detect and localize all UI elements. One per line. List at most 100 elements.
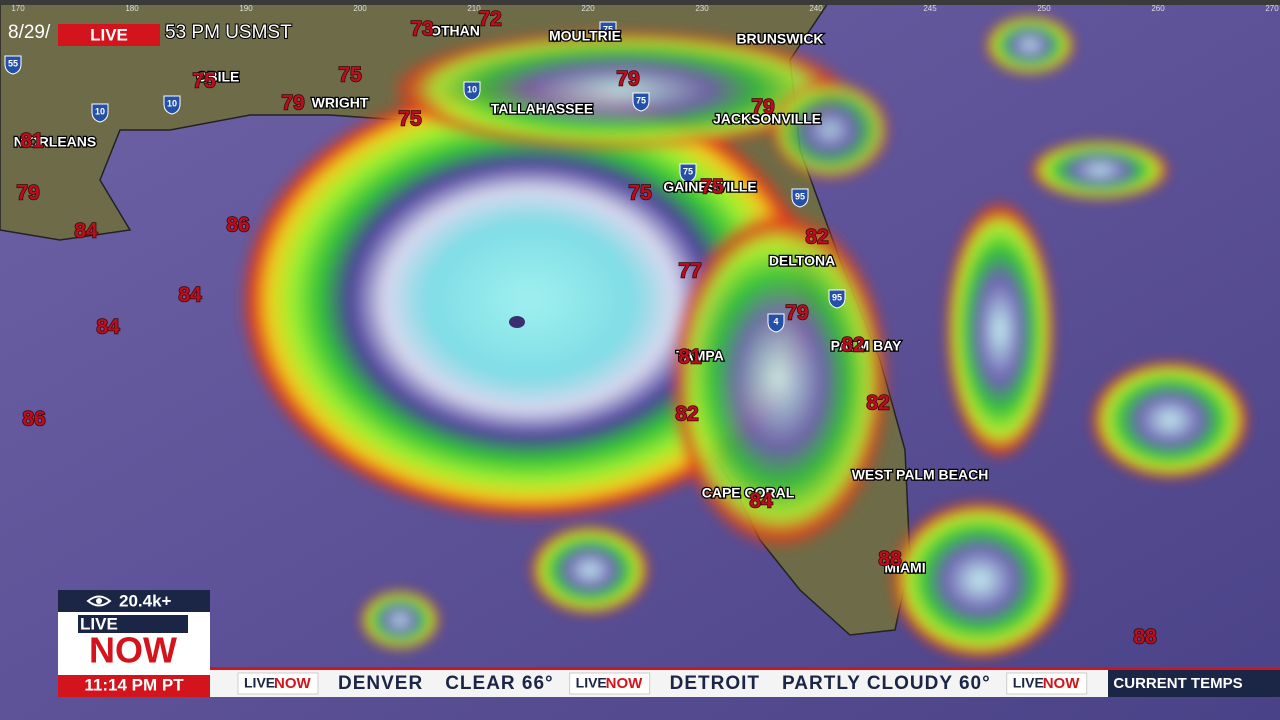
highway-number: 95: [832, 292, 842, 302]
eye-icon: [96, 598, 102, 604]
timestamp: 53 PM USMST: [165, 22, 292, 43]
ticker-logo-now: NOW: [606, 675, 644, 692]
city-label: WRIGHT: [312, 95, 369, 111]
temperature: 79: [751, 96, 774, 119]
viewer-count: 20.4k+: [119, 591, 172, 610]
temperature: 72: [478, 8, 501, 31]
ticker-logo-now: NOW: [1043, 675, 1081, 692]
ticker-logo-now: NOW: [274, 675, 312, 692]
scale-label: 240: [809, 4, 823, 13]
temperature: 79: [281, 92, 304, 115]
temperature: 82: [805, 226, 828, 249]
ticker: [210, 670, 1108, 697]
ticker-logo-live: LIVE: [244, 675, 275, 691]
highway-number: 4: [773, 316, 778, 326]
temperature: 84: [749, 490, 773, 513]
scale-label: 200: [353, 4, 367, 13]
ticker-city: DETROIT: [670, 673, 760, 694]
rain-cell: [770, 80, 890, 180]
badge-live-box: [78, 615, 188, 633]
city-label: TALLAHASSEE: [491, 101, 593, 117]
rain-cell: [530, 525, 650, 615]
highway-shield: [791, 188, 809, 208]
temperature: 81: [678, 346, 702, 369]
highway-number: 10: [95, 106, 105, 116]
temperature: 75: [398, 108, 422, 131]
rain-cell: [985, 15, 1075, 75]
highway-number: 95: [795, 191, 805, 201]
hurricane-eye: [509, 316, 525, 328]
highway-shield: [4, 55, 22, 75]
ticker-rule: [210, 667, 1280, 670]
city-label: OBILE: [197, 69, 240, 85]
scale-label: 210: [467, 4, 481, 13]
temperature: 79: [16, 182, 39, 205]
highway-number: 10: [167, 98, 177, 108]
temperature: 88: [1133, 626, 1157, 649]
color-scale: [0, 0, 1280, 5]
highway-shield: [767, 313, 785, 333]
city-label: WEST PALM BEACH: [852, 467, 989, 483]
city-label: GAINESVILLE: [663, 179, 756, 195]
city-label: BRUNSWICK: [736, 31, 823, 47]
city-label: MIAMI: [884, 560, 925, 576]
rain-cell: [945, 200, 1055, 460]
highway-number: 75: [683, 166, 693, 176]
ticker-logo: [1006, 672, 1088, 695]
rain-cell: [1090, 360, 1250, 480]
scale-label: 245: [923, 4, 937, 13]
temperature: 75: [192, 70, 216, 93]
live-label: LIVE: [90, 25, 128, 44]
highway-number: 10: [467, 84, 477, 94]
eye-icon: [86, 595, 112, 607]
temperature: 86: [226, 214, 249, 237]
ticker-conditions: CLEAR 66°: [445, 673, 553, 694]
city-label: JACKSONVILLE: [713, 111, 821, 127]
temperature: 88: [878, 548, 902, 571]
temperature: 82: [675, 403, 698, 426]
ticker-logo: [237, 672, 319, 695]
rain-cell: [360, 590, 440, 650]
ticker-logo: [569, 672, 651, 695]
scale-label: 170: [11, 4, 25, 13]
city-label: MOULTRIE: [549, 28, 621, 44]
temperature: 73: [410, 18, 433, 41]
scale-label: 270: [1265, 4, 1279, 13]
rain-cell: [890, 500, 1070, 660]
city-label: DELTONA: [769, 253, 835, 269]
temperature: 86: [22, 408, 45, 431]
city-label: N ORLEANS: [14, 134, 96, 150]
radar: [240, 15, 1250, 660]
city-label: OTHAN: [430, 23, 480, 39]
date: 8/29/: [8, 22, 51, 43]
temperature: 79: [785, 302, 808, 325]
highway-shield: [91, 103, 109, 123]
highway-number: 75: [636, 95, 646, 105]
city-label: TAMPA: [676, 348, 724, 364]
ticker-label-box: [1108, 670, 1280, 697]
ticker-city: DENVER: [338, 673, 423, 694]
temperature: 75: [628, 182, 652, 205]
scale-label: 250: [1037, 4, 1051, 13]
ticker-conditions: PARTLY CLOUDY 60°: [782, 673, 991, 694]
ticker-label: CURRENT TEMPS: [1113, 675, 1242, 692]
rain-band: [390, 30, 850, 150]
temperature: 84: [74, 220, 98, 243]
temperature: 75: [700, 176, 724, 199]
city-label: CAPE CORAL: [702, 485, 795, 501]
highway-shield: [828, 289, 846, 309]
highway-number: 55: [8, 58, 18, 68]
highway-shield: [599, 21, 617, 41]
rain-cell: [1030, 140, 1170, 200]
local-time: 11:14 PM PT: [84, 675, 184, 694]
time-box: [58, 675, 210, 697]
temperature: 77: [678, 260, 701, 283]
highway-number: 75: [603, 24, 613, 34]
scale-label: 190: [239, 4, 253, 13]
temperature: 79: [616, 68, 639, 91]
badge-live: LIVE: [80, 614, 118, 633]
live-box: [58, 24, 160, 46]
ticker-logo-live: LIVE: [576, 675, 607, 691]
scale-label: 230: [695, 4, 709, 13]
